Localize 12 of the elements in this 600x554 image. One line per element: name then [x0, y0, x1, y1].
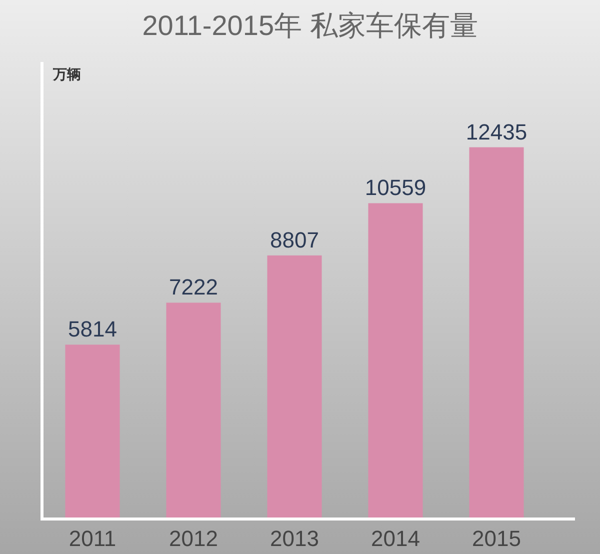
data-label: 10559	[364, 175, 426, 200]
chart-title: 2011-2015年 私家车保有量	[142, 10, 478, 41]
x-tick-label: 2011	[68, 526, 116, 551]
x-tick-label: 2013	[270, 526, 319, 551]
x-tick-label: 2015	[472, 526, 521, 551]
x-tick-label: 2014	[371, 526, 420, 551]
data-label: 7222	[169, 274, 218, 300]
data-label: 12435	[466, 119, 528, 144]
x-tick-label: 2012	[169, 526, 218, 551]
data-label: 8807	[270, 227, 319, 252]
data-label: 5814	[68, 316, 117, 342]
y-axis-title: 万辆	[52, 66, 81, 82]
